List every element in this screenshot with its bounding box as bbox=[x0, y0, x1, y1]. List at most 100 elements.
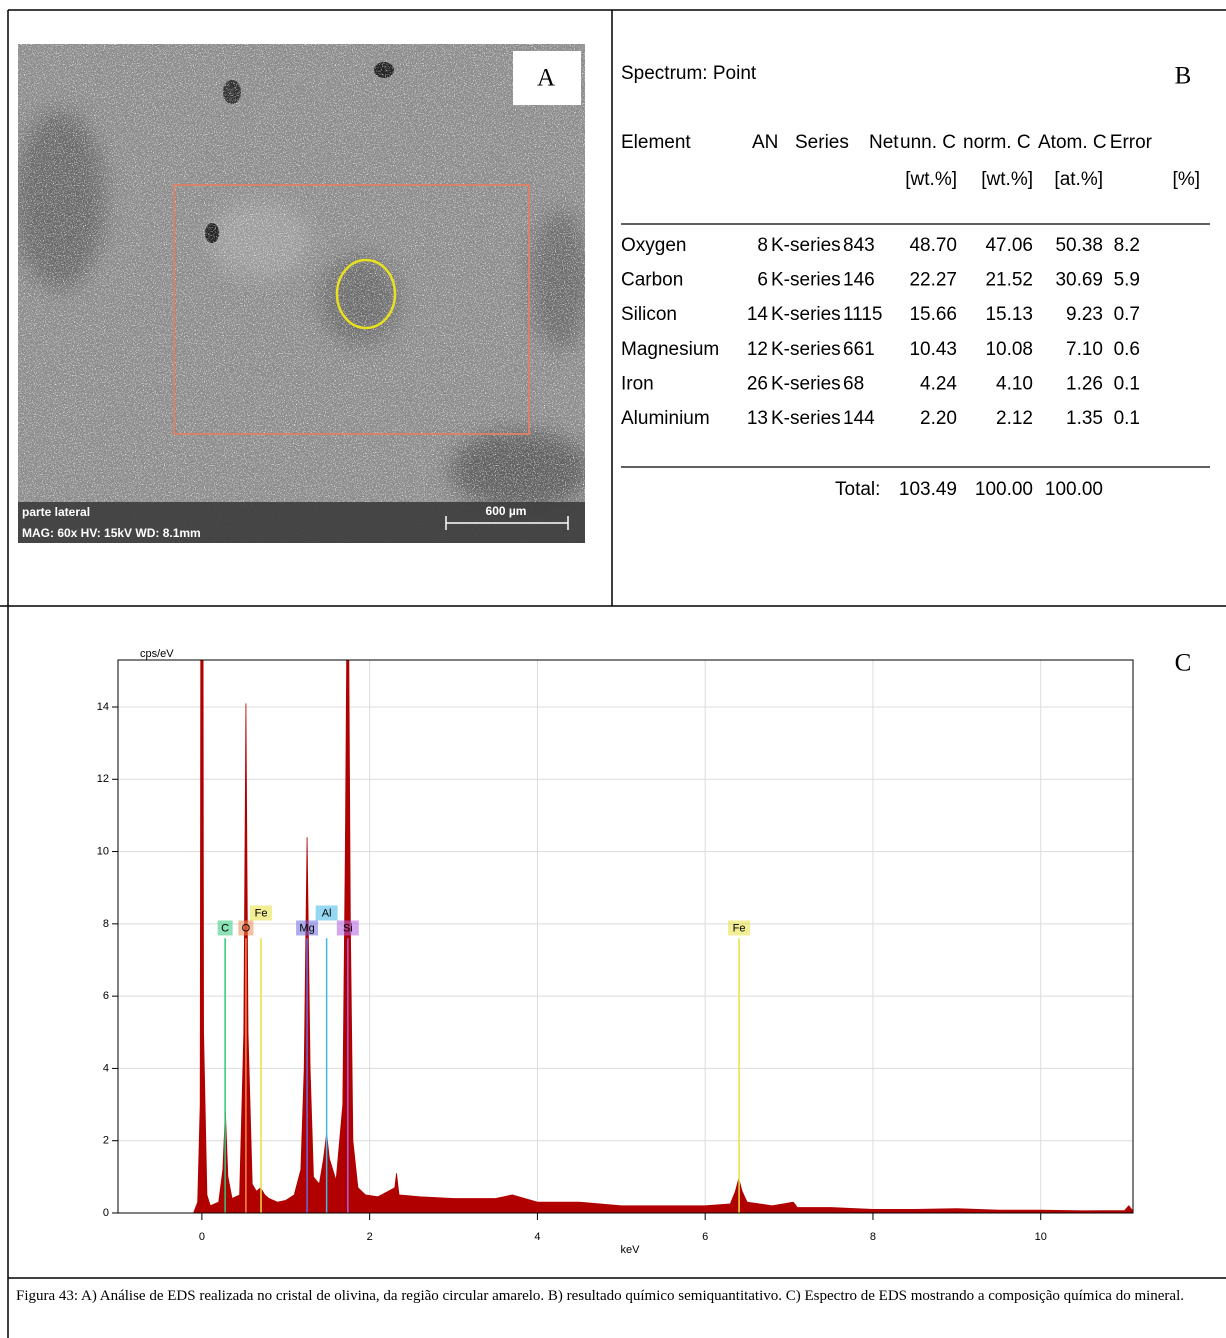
table-cell: 47.06 bbox=[985, 235, 1033, 256]
table-cell: 661 bbox=[843, 339, 875, 360]
table-cell: 4.24 bbox=[920, 373, 957, 394]
table-cell: 8 bbox=[757, 235, 768, 256]
table-header: AN bbox=[752, 132, 778, 153]
element-label: C bbox=[221, 922, 229, 934]
element-label: Fe bbox=[733, 922, 746, 934]
table-cell: 1.26 bbox=[1066, 373, 1103, 394]
frame bbox=[0, 9, 1226, 1338]
y-axis-label: cps/eV bbox=[140, 648, 174, 660]
table-cell: Carbon bbox=[621, 270, 683, 291]
table-cell: 2.20 bbox=[920, 408, 957, 429]
table-header: Error bbox=[1110, 132, 1153, 153]
table-cell: 30.69 bbox=[1055, 270, 1103, 291]
table-cell: 68 bbox=[843, 373, 864, 394]
spectrum-chart: 0 2 4 6 8 10 12 14 0 2 4 6 8 10 C O Fe Mg Al Si Fe cps/eV keV bbox=[97, 648, 1134, 1256]
table-cell: 1.35 bbox=[1066, 408, 1103, 429]
table-total: Total: bbox=[835, 479, 880, 500]
table-cell: 0.7 bbox=[1114, 304, 1140, 325]
table-unit: [%] bbox=[1173, 169, 1200, 190]
plot-area bbox=[118, 660, 1133, 1213]
element-tag bbox=[217, 920, 233, 936]
element-label: Al bbox=[322, 907, 332, 919]
element-tag bbox=[336, 920, 359, 936]
panel-label: C bbox=[1175, 650, 1192, 677]
x-tick-label: 8 bbox=[870, 1231, 876, 1243]
table-header: Series bbox=[795, 132, 849, 153]
table-cell: 22.27 bbox=[909, 270, 957, 291]
table-cell: 0.1 bbox=[1114, 373, 1140, 394]
table-cell: Magnesium bbox=[621, 339, 719, 360]
x-tick-label: 6 bbox=[702, 1231, 708, 1243]
table-header: unn. C bbox=[900, 132, 956, 153]
table-cell: 10.43 bbox=[909, 339, 957, 360]
y-tick-label: 2 bbox=[103, 1135, 109, 1147]
image-info: parte lateral bbox=[22, 505, 90, 519]
table-header: Net bbox=[869, 132, 899, 153]
element-tag bbox=[315, 905, 338, 921]
table-cell: 21.52 bbox=[985, 270, 1033, 291]
element-tag bbox=[728, 920, 751, 936]
x-tick-label: 0 bbox=[199, 1231, 205, 1243]
sem-image bbox=[18, 44, 585, 543]
table-cell: 9.23 bbox=[1066, 304, 1103, 325]
x-tick-label: 10 bbox=[1035, 1231, 1047, 1243]
table-total: 100.00 bbox=[1045, 479, 1103, 500]
table-cell: K-series bbox=[771, 339, 841, 360]
table-cell: K-series bbox=[771, 408, 841, 429]
table-cell: 0.1 bbox=[1114, 408, 1140, 429]
table-cell: 50.38 bbox=[1055, 235, 1103, 256]
table-cell: 15.13 bbox=[985, 304, 1033, 325]
table-cell: 48.70 bbox=[909, 235, 957, 256]
table-cell: K-series bbox=[771, 270, 841, 291]
image-info: MAG: 60x HV: 15kV WD: 8.1mm bbox=[22, 526, 201, 540]
element-label: Mg bbox=[299, 922, 314, 934]
table-cell: 2.12 bbox=[996, 408, 1033, 429]
table-cell: K-series bbox=[771, 304, 841, 325]
table-cell: 146 bbox=[843, 270, 875, 291]
table-cell: 12 bbox=[747, 339, 768, 360]
table-cell: Aluminium bbox=[621, 408, 710, 429]
panel-label: B bbox=[1175, 63, 1192, 90]
x-tick-label: 2 bbox=[367, 1231, 373, 1243]
table-cell: 10.08 bbox=[985, 339, 1033, 360]
y-tick-label: 14 bbox=[97, 701, 109, 713]
eds-table: Element AN Series Net unn. C norm. C Atom. C Er… bbox=[621, 132, 1200, 500]
scale-bar-label: 600 µm bbox=[486, 504, 527, 518]
table-unit: [wt.%] bbox=[905, 169, 957, 190]
table-cell: 1115 bbox=[843, 304, 882, 325]
table-header: Atom. C bbox=[1038, 132, 1107, 153]
x-axis-label: keV bbox=[621, 1244, 641, 1256]
table-cell: 15.66 bbox=[909, 304, 957, 325]
table-unit: [at.%] bbox=[1054, 169, 1103, 190]
table-total: 103.49 bbox=[899, 479, 957, 500]
table-cell: 144 bbox=[843, 408, 875, 429]
table-cell: K-series bbox=[771, 373, 841, 394]
y-tick-label: 8 bbox=[103, 918, 109, 930]
y-tick-label: 10 bbox=[97, 845, 109, 857]
spectrum-title: Spectrum: Point bbox=[621, 63, 757, 84]
table-total: 100.00 bbox=[975, 479, 1033, 500]
figure-caption: Figura 43: A) Análise de EDS realizada n… bbox=[16, 1288, 1185, 1304]
table-cell: 6 bbox=[757, 270, 768, 291]
y-tick-label: 6 bbox=[103, 990, 109, 1002]
y-tick-label: 12 bbox=[97, 773, 109, 785]
plot-frame bbox=[117, 659, 1134, 1214]
element-label: O bbox=[242, 922, 251, 934]
table-unit: [wt.%] bbox=[981, 169, 1033, 190]
table-cell: 8.2 bbox=[1114, 235, 1140, 256]
table-cell: 5.9 bbox=[1114, 270, 1140, 291]
table-header: norm. C bbox=[963, 132, 1031, 153]
table-cell: 26 bbox=[747, 373, 768, 394]
table-cell: K-series bbox=[771, 235, 841, 256]
table-cell: 0.6 bbox=[1114, 339, 1140, 360]
table-cell: Silicon bbox=[621, 304, 677, 325]
table-cell: 7.10 bbox=[1066, 339, 1103, 360]
y-tick-label: 0 bbox=[103, 1207, 109, 1219]
element-label: Fe bbox=[255, 907, 268, 919]
element-tag bbox=[238, 920, 254, 936]
table-cell: 843 bbox=[843, 235, 875, 256]
table-cell: 4.10 bbox=[996, 373, 1033, 394]
table-cell: 13 bbox=[747, 408, 768, 429]
